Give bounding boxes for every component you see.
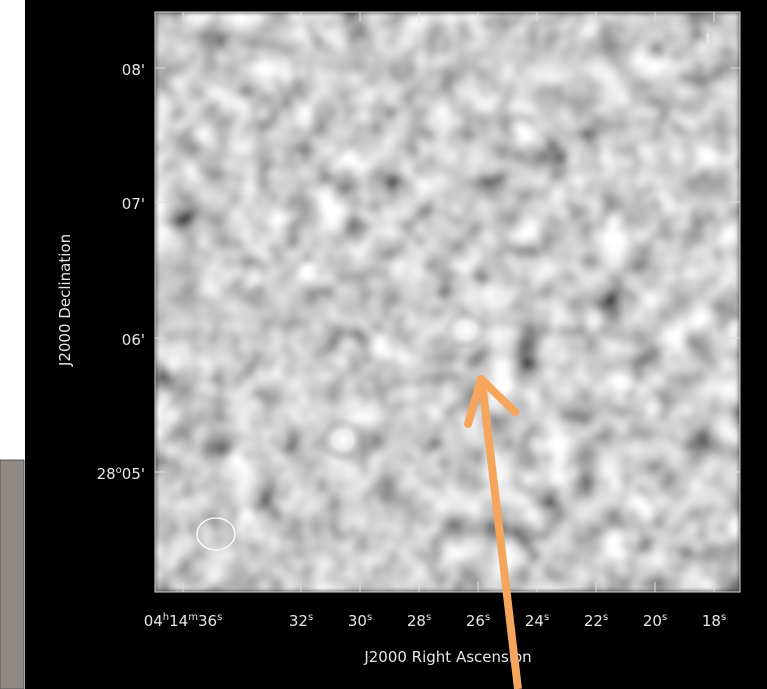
tick-label-part: 32 bbox=[289, 612, 308, 630]
tick-label-part: 18 bbox=[702, 612, 721, 630]
tick-label-part: 26 bbox=[466, 612, 485, 630]
tick-label-part: 20 bbox=[643, 612, 662, 630]
screenshot: I J2000 Right Ascension J2000 Declinatio… bbox=[0, 0, 767, 689]
tick-label-unit: s bbox=[485, 612, 490, 623]
tick-label-part: 06' bbox=[122, 331, 145, 349]
tick-label-part: 04 bbox=[144, 612, 163, 630]
tick-label-unit: s bbox=[367, 612, 372, 623]
tick-label-unit: m bbox=[188, 612, 198, 623]
tick-label: 07' bbox=[122, 195, 145, 213]
tick-label-part: 22 bbox=[584, 612, 603, 630]
tick-label-unit: s bbox=[217, 612, 222, 623]
tick-label-part: 28 bbox=[407, 612, 426, 630]
y-axis-label: J2000 Declination bbox=[56, 234, 74, 367]
tick-label-unit: s bbox=[308, 612, 313, 623]
tick-label-unit: s bbox=[603, 612, 608, 623]
noise-map bbox=[155, 12, 740, 592]
tick-label-part: 05' bbox=[122, 465, 145, 483]
tick-label-part: 28 bbox=[97, 465, 116, 483]
source bbox=[319, 418, 367, 462]
tick-label: 08' bbox=[122, 61, 145, 79]
tick-label-unit: s bbox=[426, 612, 431, 623]
source bbox=[444, 310, 488, 350]
tick-label-part: 08' bbox=[122, 61, 145, 79]
tick-label: 04h14m36s bbox=[144, 612, 223, 630]
tick-label: 06' bbox=[122, 331, 145, 349]
tick-label-unit: s bbox=[721, 612, 726, 623]
tick-label-part: 30 bbox=[348, 612, 367, 630]
tick-label-unit: s bbox=[544, 612, 549, 623]
tick-label-unit: s bbox=[662, 612, 667, 623]
page: I J2000 Right Ascension J2000 Declinatio… bbox=[0, 0, 767, 689]
tick-label-part: 24 bbox=[525, 612, 544, 630]
tick-label-part: 14 bbox=[169, 612, 188, 630]
image bbox=[155, 12, 740, 592]
photo-fragment bbox=[0, 460, 24, 689]
stokes-label: I bbox=[705, 30, 711, 48]
x-axis-label: J2000 Right Ascension bbox=[363, 648, 531, 666]
tick-label-part: 36 bbox=[198, 612, 217, 630]
tick-label-part: 07' bbox=[122, 195, 145, 213]
